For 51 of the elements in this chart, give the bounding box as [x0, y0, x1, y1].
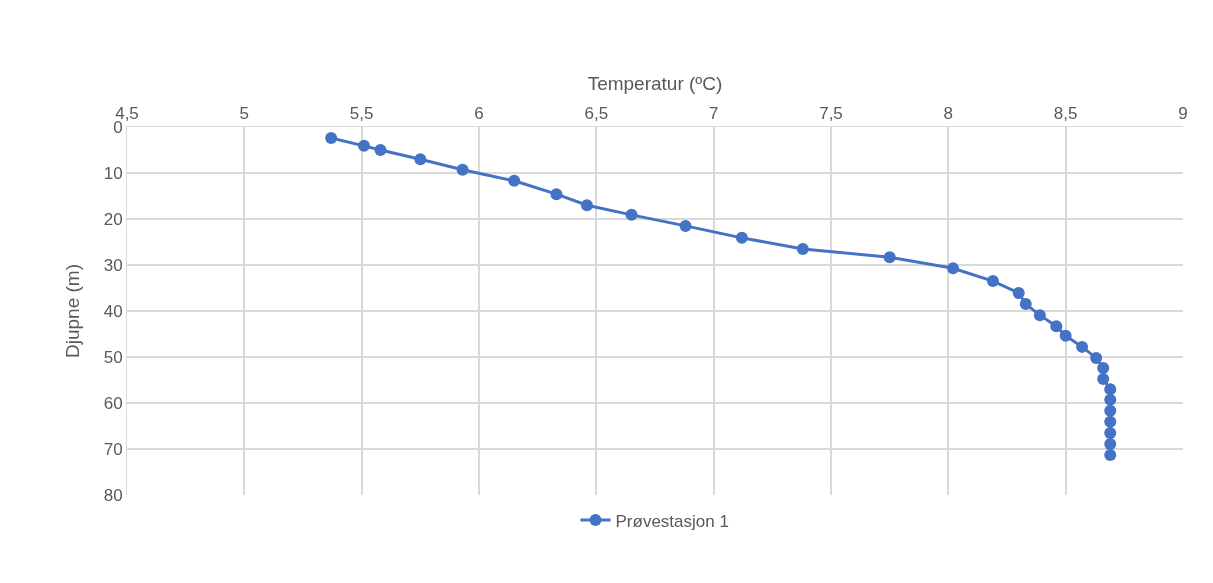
- point: [625, 208, 638, 221]
- point: [1104, 415, 1117, 428]
- point: [508, 174, 521, 187]
- point: [1090, 351, 1103, 364]
- x-tick-label: 5,5: [349, 104, 374, 124]
- point: [1104, 383, 1117, 396]
- point: [796, 242, 809, 255]
- x-tick-label: 9: [1178, 104, 1188, 124]
- point: [1033, 309, 1046, 322]
- y-axis-title: Djupne (m): [62, 264, 83, 358]
- y-tick-label: 50: [103, 347, 123, 367]
- legend-label: Prøvestasjon 1: [615, 511, 729, 531]
- point: [374, 144, 387, 156]
- point: [358, 139, 371, 152]
- point: [580, 199, 593, 212]
- point: [1059, 329, 1072, 342]
- point: [1076, 340, 1089, 353]
- x-tick-label: 8: [943, 104, 954, 124]
- x-axis-title: Temperatur (ºC): [587, 73, 723, 95]
- y-tick-label: 40: [103, 301, 123, 321]
- x-tick-label: 6: [474, 104, 484, 124]
- point: [1104, 426, 1117, 439]
- x-tick-label: 5: [239, 104, 250, 124]
- point: [1104, 437, 1117, 450]
- y-tick-label: 70: [103, 439, 123, 459]
- x-tick-label: 6,5: [584, 104, 609, 124]
- x-tick-label: 8,5: [1053, 104, 1078, 124]
- point: [1097, 362, 1110, 375]
- point: [679, 219, 692, 232]
- point: [1104, 393, 1117, 406]
- point: [414, 153, 427, 166]
- point: [1097, 373, 1110, 386]
- point: [1050, 320, 1063, 333]
- point: [735, 231, 748, 244]
- point: [550, 188, 563, 201]
- point: [947, 262, 960, 275]
- point: [883, 251, 896, 264]
- x-tick-label: 7: [708, 104, 719, 124]
- x-tick-label: 7,5: [819, 104, 843, 124]
- point: [1104, 448, 1117, 461]
- y-tick-label: 10: [103, 163, 123, 183]
- point: [1104, 404, 1117, 417]
- y-tick-label: 80: [103, 485, 123, 505]
- point: [325, 132, 338, 145]
- y-tick-label: 30: [103, 255, 123, 275]
- point: [456, 163, 469, 176]
- y-tick-label: 60: [103, 393, 123, 413]
- y-tick-label: 20: [103, 209, 123, 229]
- point: [1012, 287, 1025, 300]
- point: [986, 275, 999, 288]
- point: [1019, 298, 1032, 311]
